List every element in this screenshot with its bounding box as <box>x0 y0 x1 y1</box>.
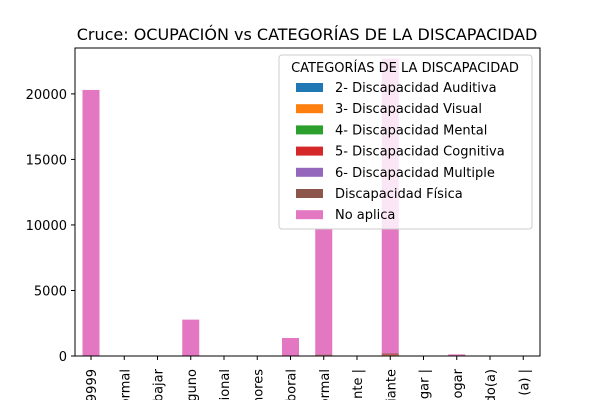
x-axis: 9999 ormal bajar guno ional nores boral ormal nt… <box>85 356 532 400</box>
x-tick-label: nte | <box>351 369 366 399</box>
legend-swatch <box>296 167 323 177</box>
legend-swatch <box>296 104 323 114</box>
legend-swatch <box>296 125 323 135</box>
x-tick-label: ogar <box>451 368 466 398</box>
y-tick-label: 10000 <box>26 219 67 234</box>
plot-frame <box>74 47 541 357</box>
x-tick-label: nores <box>251 369 266 400</box>
legend-label: 3- Discapacidad Visual <box>335 102 482 117</box>
legend-swatch <box>296 189 323 198</box>
y-axis: 0 5000 10000 15000 20000 <box>26 88 75 365</box>
y-tick-label: 5000 <box>34 284 67 299</box>
legend-box <box>278 54 533 230</box>
x-tick-label: ormal <box>118 369 133 400</box>
x-tick-label: gar | <box>418 369 433 399</box>
y-tick-label: 0 <box>59 350 67 365</box>
x-tick-label: (a) | <box>517 369 532 396</box>
x-tick-label: do(a) <box>484 369 499 400</box>
legend-label: 5- Discapacidad Cognitiva <box>335 145 505 160</box>
legend-swatch <box>296 83 323 92</box>
legend: CATEGORÍAS DE LA DISCAPACIDAD 2- Discapa… <box>278 54 533 230</box>
bar-1-series-7 <box>82 89 100 356</box>
legend-swatch <box>296 210 323 220</box>
x-tick-label: iante <box>384 369 399 400</box>
bar-10-series-6 <box>381 353 399 355</box>
legend-items: 2- Discapacidad Auditiva 3- Discapacidad … <box>296 81 505 223</box>
x-tick-label: 9999 <box>85 369 100 400</box>
x-tick-label: bajar <box>152 368 167 400</box>
bar-8-series-7 <box>315 228 333 355</box>
bar-10-series-4 <box>381 354 399 356</box>
x-tick-label: ormal <box>318 369 333 400</box>
legend-label: No aplica <box>335 208 395 223</box>
legend-label: Discapacidad Física <box>335 187 463 202</box>
legend-label: 4- Discapacidad Mental <box>335 123 487 138</box>
x-tick-label: boral <box>285 369 300 400</box>
y-tick-label: 20000 <box>26 88 67 103</box>
legend-label: 6- Discapacidad Multiple <box>335 166 495 181</box>
x-tick-label: guno <box>185 369 200 400</box>
x-tick-label: ional <box>218 369 233 400</box>
bar-8-series-6 <box>315 354 333 356</box>
legend-label: 2- Discapacidad Auditiva <box>335 81 497 96</box>
chart-title: Cruce: OCUPACIÓN vs CATEGORÍAS DE LA DIS… <box>77 25 538 44</box>
bar-7-series-7 <box>282 337 299 356</box>
bar-4-series-7 <box>182 319 200 356</box>
bar-12-series-7 <box>448 354 466 356</box>
legend-title: CATEGORÍAS DE LA DISCAPACIDAD <box>291 60 519 76</box>
y-tick-label: 15000 <box>26 153 67 168</box>
legend-swatch <box>296 146 323 156</box>
